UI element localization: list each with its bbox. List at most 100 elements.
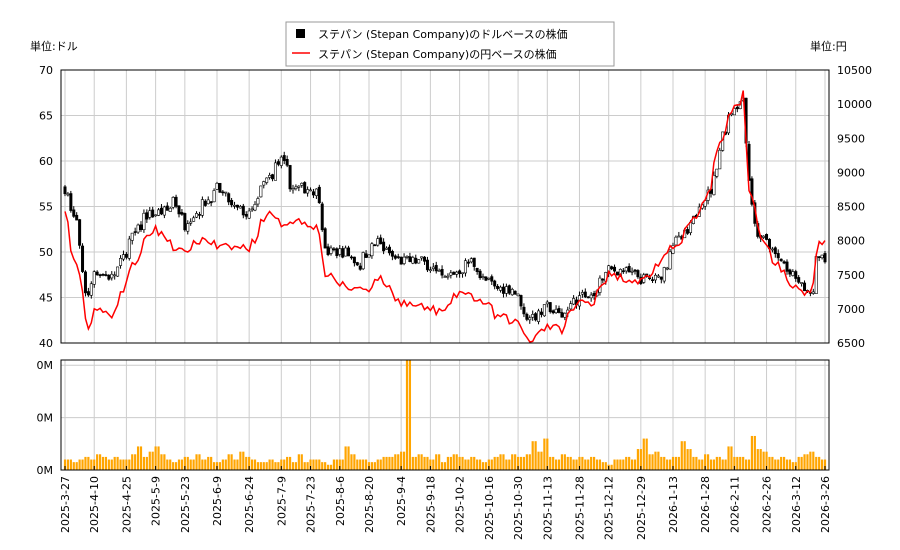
candle: [420, 256, 424, 259]
candle: [624, 267, 628, 272]
candle: [133, 231, 137, 233]
volume-bar: [706, 454, 710, 470]
x-tick-label: 2025-5-9: [150, 476, 163, 526]
volume-bar: [110, 459, 113, 470]
candle: [393, 255, 397, 259]
candle: [525, 313, 529, 320]
volume-bar: [335, 459, 338, 470]
candle: [636, 270, 640, 278]
volume-bar: [791, 462, 794, 470]
candle: [499, 286, 503, 291]
candle: [613, 266, 617, 272]
volume-bar: [189, 459, 192, 470]
volume-bar: [134, 454, 137, 470]
volume-bar: [218, 462, 222, 470]
volume-bar: [332, 459, 336, 470]
candle: [195, 213, 199, 218]
volume-bar: [274, 462, 277, 470]
legend: ステパン (Stepan Company)のドルベースの株価 ステパン (Ste…: [285, 21, 615, 67]
volume-bar: [581, 456, 584, 470]
volume-bar: [657, 451, 660, 470]
volume-bar: [324, 462, 327, 470]
volume-bar: [818, 456, 821, 470]
volume-bar: [245, 456, 248, 470]
volume-bar: [195, 454, 198, 470]
volume-bar: [478, 459, 482, 470]
volume-bar: [499, 454, 502, 470]
candle: [449, 272, 453, 276]
candle: [113, 274, 117, 277]
volume-bar: [291, 462, 295, 470]
volume-bar: [139, 446, 143, 470]
candle: [437, 270, 441, 272]
candle: [247, 210, 251, 219]
candle: [276, 161, 280, 165]
candle: [344, 247, 348, 257]
candle: [522, 306, 526, 315]
volume-bar: [543, 438, 546, 470]
volume-bar: [233, 459, 236, 470]
candle: [686, 229, 690, 234]
volume-bar: [78, 459, 81, 470]
candle: [151, 209, 155, 218]
x-tick-label: 2025-4-25: [120, 476, 133, 533]
volume-bar: [683, 441, 686, 470]
candle: [507, 285, 511, 294]
volume-bar: [259, 462, 262, 470]
volume-bar: [446, 456, 450, 470]
candle: [121, 254, 125, 260]
volume-bar: [350, 454, 353, 470]
candle: [668, 251, 672, 270]
volume-bar: [145, 456, 148, 470]
candle: [227, 193, 231, 203]
candle: [335, 248, 339, 256]
volume-bar: [590, 456, 593, 470]
candle: [244, 214, 248, 217]
volume-bar: [347, 446, 350, 470]
volume-bar: [286, 456, 289, 470]
volume-bar: [230, 454, 233, 470]
volume-bar: [721, 459, 724, 470]
volume-bar: [470, 456, 473, 470]
candle: [382, 241, 386, 252]
candle: [329, 247, 333, 254]
candle: [291, 188, 295, 191]
candle: [186, 223, 190, 232]
volume-bar: [674, 456, 678, 470]
y-right-tick-label: 8500: [837, 201, 865, 214]
volume-bar: [183, 456, 186, 470]
candle: [399, 256, 403, 265]
candle: [484, 276, 488, 281]
candle: [98, 274, 102, 276]
volume-bar: [142, 456, 146, 470]
candle: [168, 207, 172, 212]
volume-bar: [435, 454, 438, 470]
volume-bar: [663, 456, 666, 470]
volume-bar: [730, 446, 733, 470]
volume-bar: [753, 435, 756, 470]
candle: [627, 266, 631, 273]
candle: [405, 256, 409, 258]
volume-bar: [210, 456, 213, 470]
volume-bar: [236, 459, 239, 470]
volume-bar: [528, 454, 531, 470]
candle: [206, 199, 210, 205]
volume-bar: [502, 454, 505, 470]
volume-bar: [771, 456, 774, 470]
candle: [387, 246, 391, 254]
volume-bar: [385, 456, 388, 470]
candle: [183, 213, 187, 231]
candle: [513, 290, 517, 295]
volume-bar: [686, 449, 689, 470]
volume-bar: [221, 459, 224, 470]
candle: [417, 259, 421, 264]
volume-bar: [207, 456, 210, 470]
candle: [373, 244, 377, 247]
candle: [235, 204, 239, 208]
x-tick-label: 2025-10-2: [454, 476, 467, 533]
volume-bar: [476, 459, 479, 470]
volume-bar: [113, 456, 116, 470]
candle: [572, 298, 576, 305]
volume-bar: [449, 456, 452, 470]
candle: [458, 270, 462, 274]
